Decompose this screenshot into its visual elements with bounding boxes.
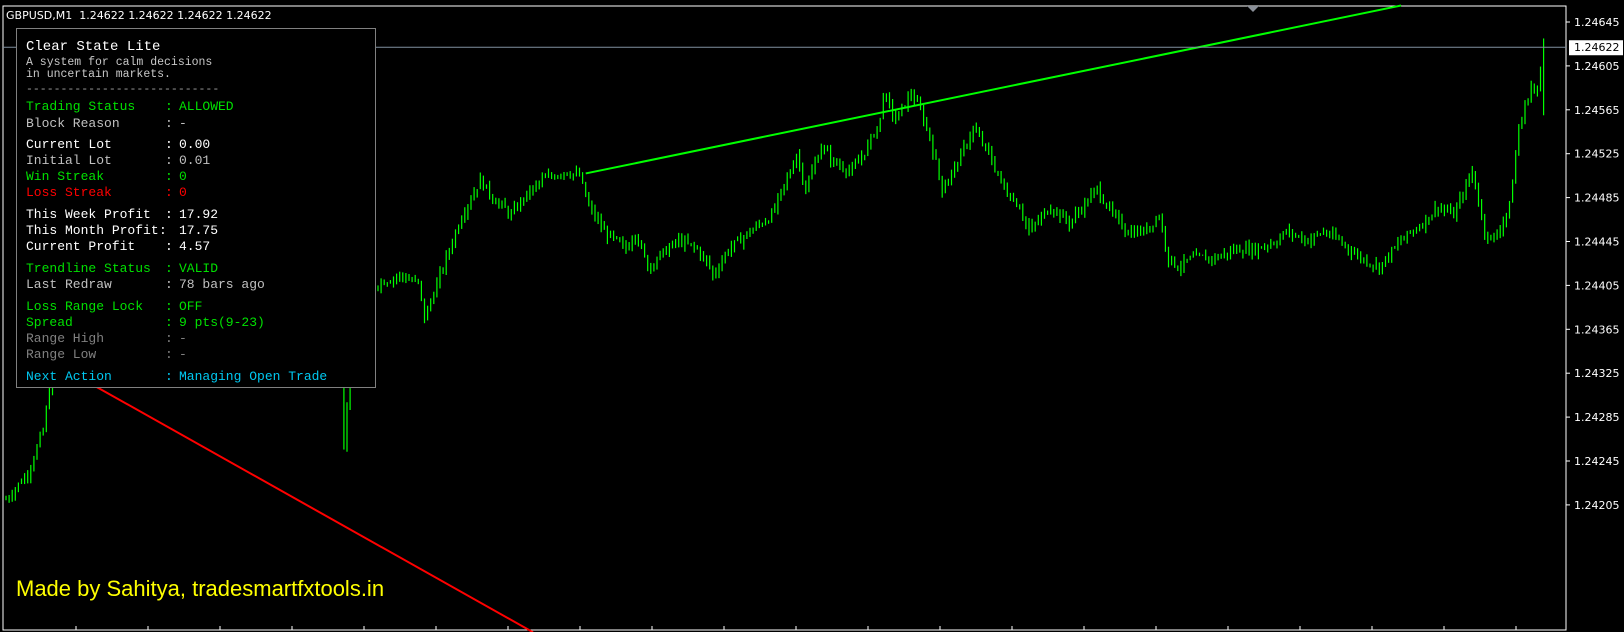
row-label: This Week Profit bbox=[26, 207, 151, 222]
trendlines[interactable] bbox=[89, 4, 1402, 632]
row-label: Trendline Status bbox=[26, 261, 151, 276]
row-value: 0.00 bbox=[179, 137, 211, 152]
trendline[interactable] bbox=[585, 4, 1402, 175]
row-value: 0.01 bbox=[179, 153, 211, 168]
current-price-box bbox=[1569, 40, 1623, 56]
row-label: Win Streak bbox=[26, 169, 105, 184]
row-label: Loss Streak bbox=[26, 185, 112, 200]
row-label: Range High bbox=[26, 331, 105, 346]
row-value: 9 pts(9-23) bbox=[179, 315, 265, 330]
row-label: Initial Lot bbox=[26, 153, 112, 168]
credit-text: Made by Sahitya, tradesmartfxtools.in bbox=[16, 576, 385, 601]
row-colon: : bbox=[165, 99, 173, 114]
row-value: VALID bbox=[179, 261, 219, 276]
row-colon: : bbox=[165, 137, 173, 152]
y-tick-label: 1.24205 bbox=[1574, 499, 1620, 512]
shift-marker-icon[interactable] bbox=[1247, 6, 1259, 12]
row-colon: : bbox=[165, 116, 173, 131]
symbol-label: GBPUSD,M1 bbox=[6, 9, 73, 22]
row-colon: : bbox=[165, 315, 173, 330]
panel-subtitle-1: A system for calm decisions bbox=[26, 56, 213, 69]
row-value: 0 bbox=[179, 169, 187, 184]
row-label: Trading Status bbox=[26, 99, 136, 114]
row-label: Last Redraw bbox=[26, 277, 112, 292]
ohlc-values: 1.24622 1.24622 1.24622 1.24622 bbox=[79, 9, 272, 22]
row-value: 0 bbox=[179, 185, 187, 200]
row-label: Range Low bbox=[26, 347, 97, 362]
row-label: Current Profit bbox=[26, 239, 136, 254]
row-label: Current Lot bbox=[26, 137, 112, 152]
row-colon: : bbox=[165, 239, 173, 254]
row-label: Next Action bbox=[26, 369, 112, 384]
row-colon: : bbox=[165, 299, 173, 314]
y-tick-label: 1.24485 bbox=[1574, 192, 1620, 205]
row-value: - bbox=[179, 347, 187, 362]
y-tick-label: 1.24285 bbox=[1574, 411, 1620, 424]
y-tick-label: 1.24565 bbox=[1574, 104, 1620, 117]
y-tick-label: 1.24645 bbox=[1574, 16, 1620, 29]
trendline[interactable] bbox=[89, 382, 534, 632]
row-label: Block Reason bbox=[26, 116, 120, 131]
row-label: Loss Range Lock bbox=[26, 299, 144, 314]
current-price-label: 1.24622 bbox=[1574, 41, 1620, 54]
panel-title: Clear State Lite bbox=[26, 39, 161, 55]
y-tick-label: 1.24245 bbox=[1574, 455, 1620, 468]
y-tick-label: 1.24365 bbox=[1574, 323, 1620, 336]
row-colon: : bbox=[159, 223, 167, 238]
row-label: This Month Profit bbox=[26, 223, 159, 238]
row-value: 17.75 bbox=[179, 223, 219, 238]
row-value: ALLOWED bbox=[179, 99, 234, 114]
price-axis[interactable]: 1.24645 1.24605 1.24565 1.24525 1.24485 1.244… bbox=[1566, 16, 1620, 512]
y-tick-label: 1.24405 bbox=[1574, 279, 1620, 292]
y-tick-label: 1.24525 bbox=[1574, 148, 1620, 161]
row-value: - bbox=[179, 116, 187, 131]
row-value: 4.57 bbox=[179, 239, 211, 254]
row-value: - bbox=[179, 331, 187, 346]
panel-subtitle-2: in uncertain markets. bbox=[26, 68, 171, 81]
row-value: 78 bars ago bbox=[179, 277, 265, 292]
info-panel: Clear State Lite A system for calm decis… bbox=[16, 28, 376, 388]
row-colon: : bbox=[165, 277, 173, 292]
y-tick-label: 1.24445 bbox=[1574, 236, 1620, 249]
row-value: OFF bbox=[179, 299, 203, 314]
row-colon: : bbox=[165, 153, 173, 168]
row-colon: : bbox=[165, 185, 173, 200]
row-colon: : bbox=[165, 347, 173, 362]
y-tick-label: 1.24605 bbox=[1574, 60, 1620, 73]
row-colon: : bbox=[165, 207, 173, 222]
row-label: Spread bbox=[26, 315, 73, 330]
y-tick-label: 1.24325 bbox=[1574, 367, 1620, 380]
row-colon: : bbox=[165, 331, 173, 346]
time-axis-ticks bbox=[75, 626, 1517, 630]
row-value: Managing Open Trade bbox=[179, 369, 328, 384]
row-colon: : bbox=[165, 261, 173, 276]
symbol-header: GBPUSD,M1 1.24622 1.24622 1.24622 1.2462… bbox=[6, 9, 272, 22]
row-colon: : bbox=[165, 369, 173, 384]
row-colon: : bbox=[165, 169, 173, 184]
panel-divider: ---------------------------- bbox=[26, 83, 220, 96]
row-value: 17.92 bbox=[179, 207, 219, 222]
